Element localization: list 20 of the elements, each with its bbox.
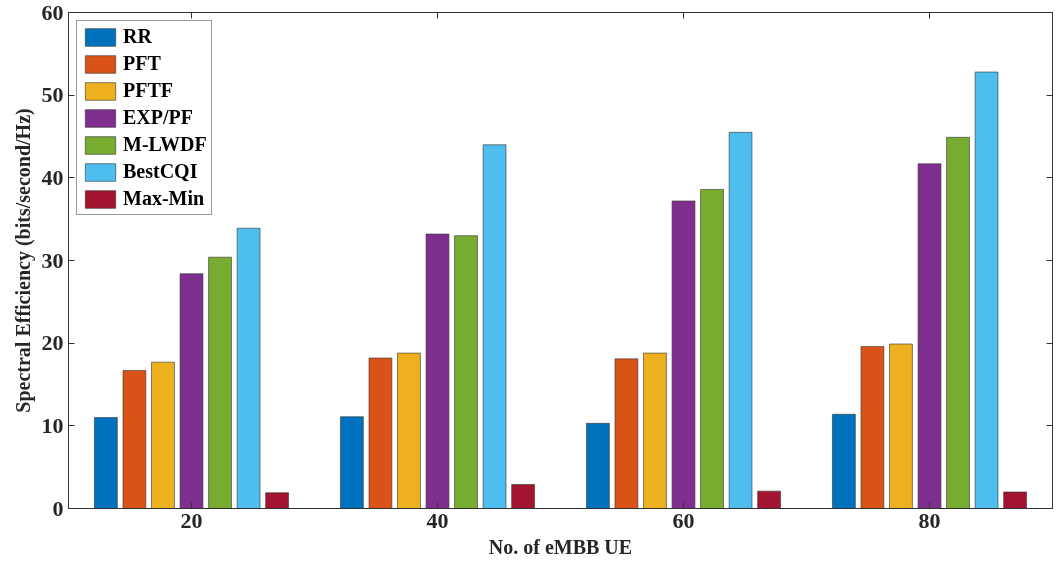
y-tick-label: 10: [41, 412, 64, 438]
y-tick-label: 40: [41, 164, 64, 190]
y-tick-label: 0: [52, 495, 64, 521]
legend-label: PFTF: [123, 79, 173, 102]
y-axis-title: Spectral Efficiency (bits/second/Hz): [11, 108, 35, 413]
x-axis-title: No. of eMBB UE: [488, 535, 633, 558]
legend-label: Max-Min: [123, 187, 205, 210]
legend-label: RR: [123, 25, 152, 48]
x-tick-label: 80: [918, 507, 941, 533]
y-tick-label: 60: [41, 0, 64, 25]
y-tick-label: 30: [41, 247, 64, 273]
x-tick-label: 60: [672, 507, 695, 533]
legend-label: M-LWDF: [123, 133, 207, 156]
y-tick-label: 20: [41, 330, 64, 356]
legend-label: PFT: [123, 52, 161, 75]
x-tick-label: 20: [180, 507, 203, 533]
x-tick-label: 40: [426, 507, 449, 533]
y-tick-label: 50: [41, 82, 64, 108]
legend-label: EXP/PF: [123, 106, 193, 129]
legend-label: BestCQI: [123, 160, 198, 183]
